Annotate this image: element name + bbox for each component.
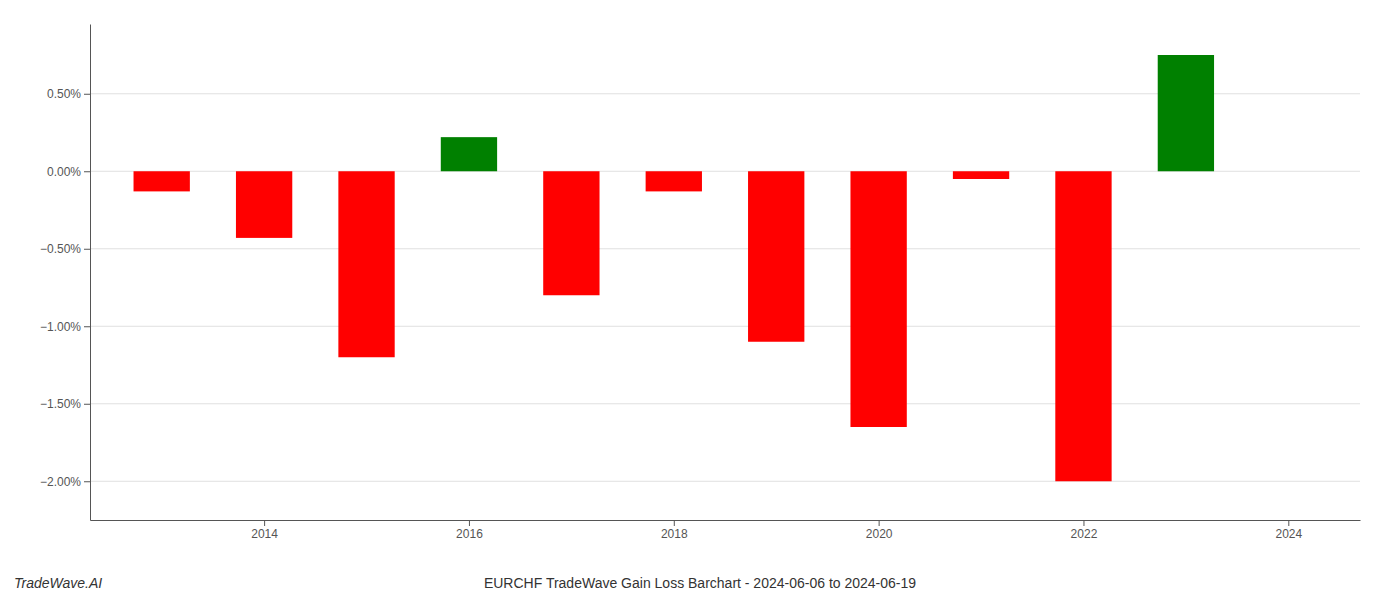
- x-tick: 2016: [456, 520, 483, 541]
- x-axis-line: [91, 520, 1361, 521]
- bar: [953, 171, 1009, 179]
- x-tick-label: 2020: [866, 527, 893, 541]
- y-tick-label: −0.50%: [40, 242, 81, 256]
- x-tick-mark: [1288, 520, 1289, 526]
- x-tick-label: 2022: [1071, 527, 1098, 541]
- y-tick-mark: [84, 249, 90, 250]
- bar: [543, 171, 599, 295]
- bar: [850, 171, 906, 427]
- x-tick-mark: [1083, 520, 1084, 526]
- bar: [1158, 55, 1214, 171]
- y-tick: −1.50%: [40, 397, 90, 411]
- x-tick-label: 2024: [1275, 527, 1302, 541]
- bar: [441, 137, 497, 171]
- y-axis-line: [90, 25, 91, 521]
- y-tick-label: −1.50%: [40, 397, 81, 411]
- bar: [338, 171, 394, 357]
- title: EURCHF TradeWave Gain Loss Barchart - 20…: [484, 575, 916, 591]
- x-tick: 2018: [661, 520, 688, 541]
- watermark: TradeWave.AI: [14, 575, 102, 591]
- y-axis: −2.00% −1.50% −1.00% −0.50% 0.00% 0.50%: [40, 25, 91, 521]
- bars: [134, 55, 1215, 481]
- grid-line: [90, 326, 1360, 327]
- x-tick: 2020: [866, 520, 893, 541]
- x-tick: 2022: [1071, 520, 1098, 541]
- x-tick-mark: [674, 520, 675, 526]
- bar: [134, 171, 190, 191]
- x-tick-label: 2016: [456, 527, 483, 541]
- y-tick-mark: [84, 171, 90, 172]
- bar: [1055, 171, 1111, 481]
- y-tick-label: 0.00%: [47, 165, 81, 179]
- chart: 2014 2016 2018 2020 2022 2024 −2.00% −1.50% −1.0…: [0, 0, 1400, 600]
- grid-line: [90, 481, 1360, 482]
- bar: [236, 171, 292, 238]
- x-tick: 2014: [251, 520, 278, 541]
- x-tick-mark: [879, 520, 880, 526]
- x-tick-label: 2014: [251, 527, 278, 541]
- x-axis: 2014 2016 2018 2020 2022 2024: [91, 520, 1361, 541]
- plot: 2014 2016 2018 2020 2022 2024 −2.00% −1.50% −1.0…: [40, 25, 1361, 541]
- y-tick-label: −1.00%: [40, 320, 81, 334]
- x-tick-mark: [469, 520, 470, 526]
- y-tick: 0.00%: [47, 165, 90, 179]
- grid-line: [90, 248, 1360, 249]
- x-tick: 2024: [1275, 520, 1302, 541]
- y-tick-mark: [84, 94, 90, 95]
- x-tick-mark: [264, 520, 265, 526]
- y-tick-label: −2.00%: [40, 475, 81, 489]
- y-tick: −2.00%: [40, 475, 90, 489]
- y-tick-mark: [84, 481, 90, 482]
- bar: [646, 171, 702, 191]
- y-tick-mark: [84, 326, 90, 327]
- y-tick: −0.50%: [40, 242, 90, 256]
- bar: [748, 171, 804, 342]
- grid-line: [90, 403, 1360, 404]
- y-tick-mark: [84, 404, 90, 405]
- y-tick-label: 0.50%: [47, 87, 81, 101]
- x-tick-label: 2018: [661, 527, 688, 541]
- y-tick: −1.00%: [40, 320, 90, 334]
- y-tick: 0.50%: [47, 87, 90, 101]
